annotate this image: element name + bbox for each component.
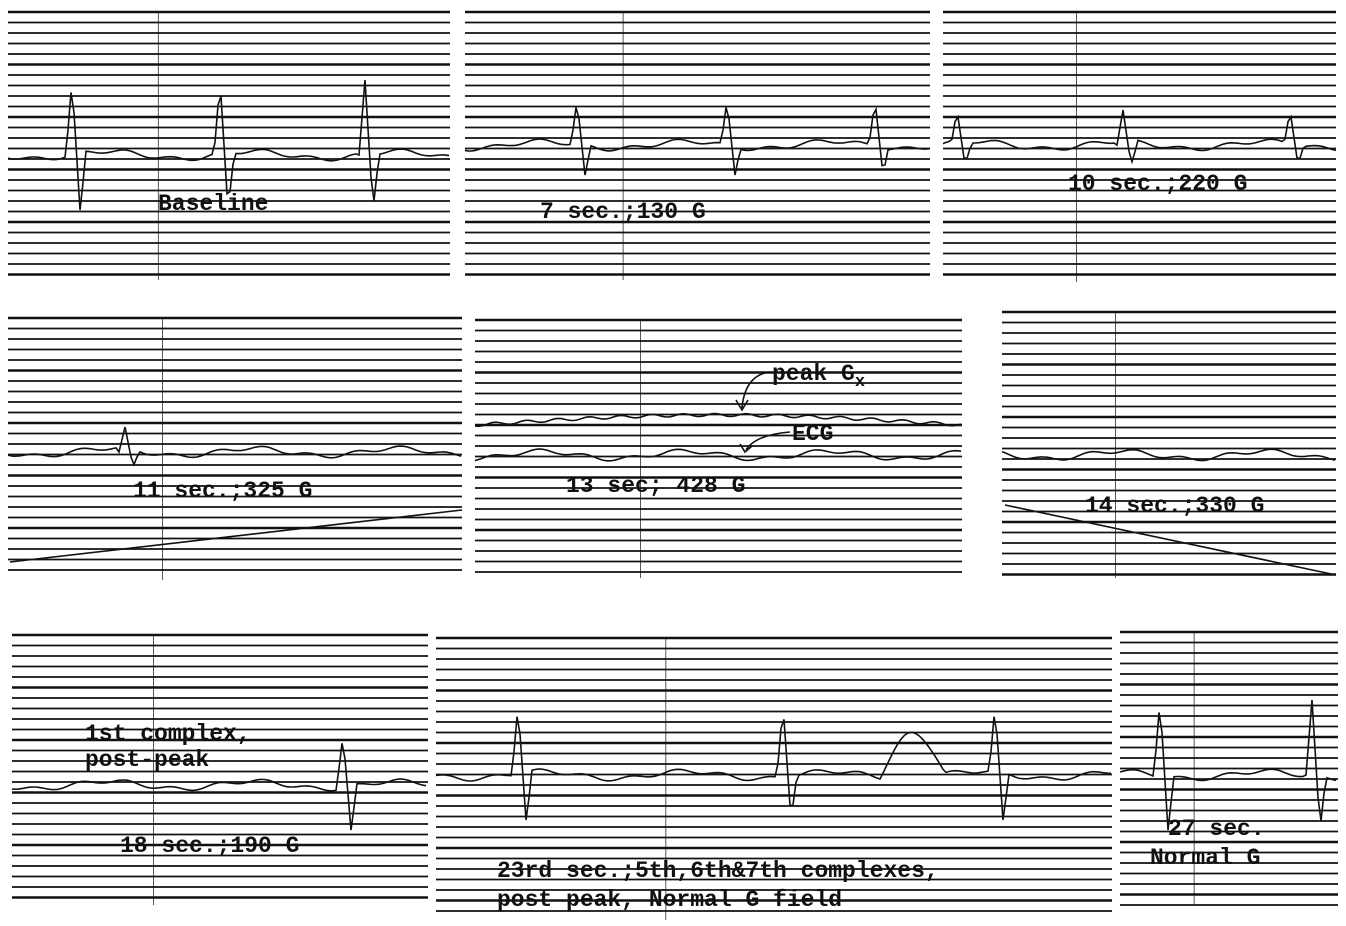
strip-label: post peak, Normal G field	[497, 887, 842, 913]
page: {"panels":[ {"label_lines":["Baseline"]}…	[0, 0, 1346, 926]
annotation: peak Gx	[772, 361, 865, 392]
strip-label: Normal G	[1150, 845, 1260, 871]
strip-label: 10 sec.;220 G	[1068, 171, 1247, 197]
ecg-strip: 10 sec.;220 G	[943, 12, 1336, 282]
strip-label: 14 sec.;330 G	[1085, 493, 1264, 519]
ecg-strip: Baseline	[8, 12, 450, 280]
annotation-subscript: x	[855, 373, 865, 392]
strip-label: 11 sec.;325 G	[133, 478, 312, 504]
ecg-strip: 7 sec.;130 G	[465, 12, 930, 280]
strip-note: 1st complex,	[85, 721, 251, 747]
strip-label: 18 sec.;190 G	[120, 833, 299, 859]
ecg-trace	[12, 743, 426, 830]
ecg-strip: 27 sec. Normal G	[1120, 632, 1338, 905]
ecg-strip: 23rd sec.;5th,6th&7th complexes, post pea…	[436, 638, 1112, 920]
strip-note: post-peak	[85, 747, 209, 773]
ecg-trace	[475, 449, 961, 461]
ecg-strip: 11 sec.;325 G	[8, 318, 462, 580]
ecg-strip: peak Gx ECG 13 sec; 428 G	[475, 320, 962, 578]
annotation-text: peak G	[772, 361, 855, 387]
ecg-figure: Baseline 7 sec.;130 G 10 sec.;220 G 11 sec.…	[0, 0, 1346, 926]
strip-label: Baseline	[158, 191, 268, 217]
strip-label: 13 sec; 428 G	[566, 473, 745, 499]
strip-label: 7 sec.;130 G	[540, 199, 706, 225]
ecg-strip: 14 sec.;330 G	[1002, 312, 1336, 578]
ecg-strip: 18 sec.;190 G 1st complex,post-peak	[12, 635, 428, 905]
strip-label: 23rd sec.;5th,6th&7th complexes,	[497, 858, 939, 884]
strip-label: 27 sec.	[1168, 816, 1265, 842]
ecg-trace	[8, 427, 461, 465]
annotation: ECG	[792, 421, 833, 447]
